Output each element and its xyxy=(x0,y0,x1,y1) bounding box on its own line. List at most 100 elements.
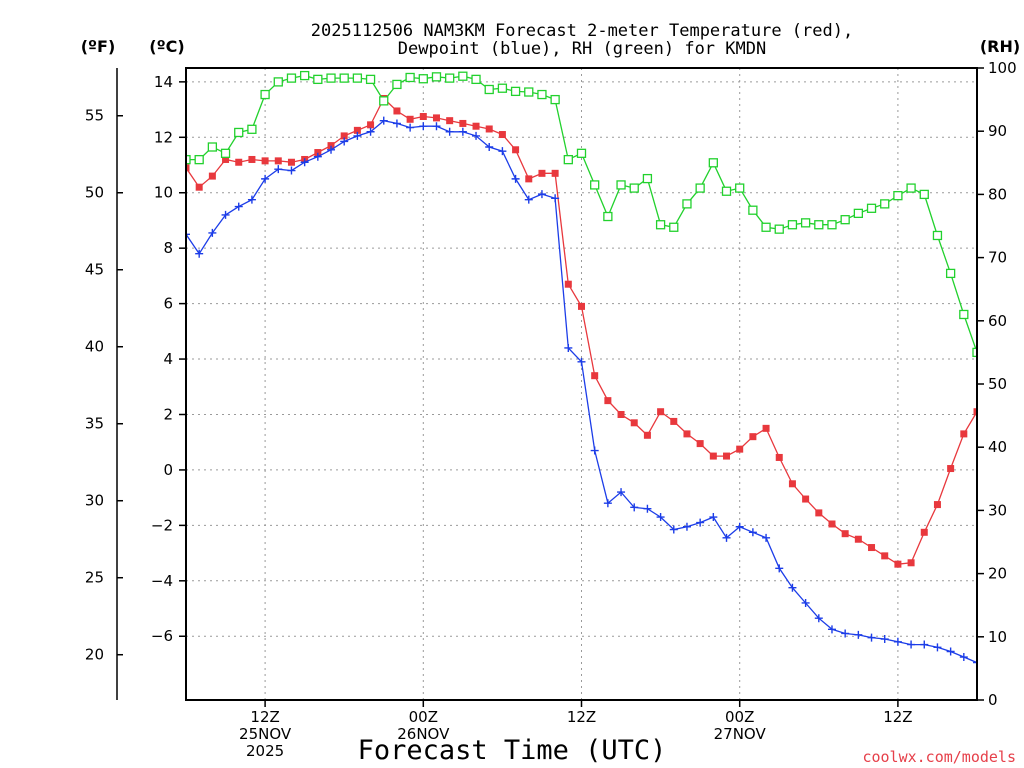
temperature-point xyxy=(815,509,823,517)
rh-unit-label: (RH) xyxy=(980,37,1020,56)
celsius-unit-label: (ºC) xyxy=(149,37,184,56)
rh-point xyxy=(484,84,494,95)
rh-point xyxy=(721,186,732,196)
temperature-point xyxy=(186,164,190,172)
temperature-point xyxy=(314,149,322,157)
dewpoint-point xyxy=(656,513,665,522)
fahrenheit-tick-label: 20 xyxy=(85,646,104,664)
rh-point xyxy=(286,73,297,83)
dewpoint-point xyxy=(261,174,270,183)
rh-tick-label: 90 xyxy=(988,122,1007,140)
rh-tick-label: 80 xyxy=(988,185,1007,203)
rh-point xyxy=(735,183,745,193)
rh-point xyxy=(616,180,626,190)
dewpoint-point xyxy=(603,499,612,508)
dewpoint-point xyxy=(867,633,876,642)
rh-point xyxy=(945,268,956,279)
rh-point xyxy=(207,142,218,152)
dewpoint-point xyxy=(748,528,757,537)
rh-point xyxy=(563,154,573,165)
dewpoint-point xyxy=(814,614,823,623)
rh-point xyxy=(326,73,336,83)
rh-point xyxy=(629,183,639,193)
rh-tick-label: 40 xyxy=(988,438,1007,456)
dewpoint-point xyxy=(353,131,362,140)
rh-point xyxy=(471,74,481,85)
rh-tick-label: 30 xyxy=(988,501,1007,519)
rh-point xyxy=(682,199,692,209)
rh-point xyxy=(313,74,323,85)
temperature-point xyxy=(432,114,440,122)
rh-point xyxy=(761,222,771,232)
celsius-tick-label: 2 xyxy=(163,405,173,423)
dewpoint-point xyxy=(854,630,863,639)
rh-point xyxy=(392,79,402,90)
temperature-point xyxy=(498,131,506,139)
temperature-point xyxy=(261,157,269,165)
time-tick-label: 00Z xyxy=(409,708,438,726)
dewpoint-point xyxy=(841,629,850,638)
dewpoint-point xyxy=(630,503,639,512)
dewpoint-point xyxy=(907,640,916,649)
rh-point xyxy=(510,86,521,97)
temperature-point xyxy=(762,424,770,432)
rh-point xyxy=(339,73,349,83)
rh-point xyxy=(186,154,191,165)
temperature-point xyxy=(538,169,546,177)
rh-point xyxy=(299,70,310,81)
time-tick-label: 12Z xyxy=(883,708,912,726)
fahrenheit-tick-label: 40 xyxy=(85,338,104,356)
rh-point xyxy=(220,148,231,158)
temperature-point xyxy=(683,430,691,438)
dewpoint-point xyxy=(801,598,810,607)
temperature-point xyxy=(287,158,295,166)
temperature-point xyxy=(274,157,282,165)
temperature-point xyxy=(195,183,203,191)
rh-point xyxy=(234,127,244,138)
dewpoint-point xyxy=(722,533,731,542)
dewpoint-point xyxy=(682,522,691,531)
time-tick-label: 12Z xyxy=(567,708,596,726)
fahrenheit-tick-label: 50 xyxy=(85,184,104,202)
temperature-point xyxy=(960,430,968,438)
dewpoint-point xyxy=(564,343,573,352)
temperature-point xyxy=(894,560,902,568)
dewpoint-point xyxy=(432,122,441,131)
rh-point xyxy=(365,74,376,85)
rh-point xyxy=(194,154,204,165)
rh-point xyxy=(787,220,798,230)
rh-tick-label: 10 xyxy=(988,628,1007,646)
rh-tick-label: 20 xyxy=(988,565,1007,583)
dewpoint-point xyxy=(498,147,507,156)
rh-series xyxy=(186,70,977,358)
rh-point xyxy=(445,73,455,83)
credit-label: coolwx.com/models xyxy=(862,748,1016,766)
dewpoint-point xyxy=(643,504,652,513)
rh-point xyxy=(352,73,363,83)
celsius-axis: 14 12 10 8 6 4 2 0 −2 −4 −6 xyxy=(151,73,186,645)
temperature-point xyxy=(222,155,230,163)
temperature-point xyxy=(340,132,348,140)
fahrenheit-axis: 55 50 45 40 35 30 25 20 xyxy=(85,107,123,664)
time-tick-label: 12Z xyxy=(250,708,279,726)
dewpoint-point xyxy=(735,522,744,531)
dewpoint-point xyxy=(287,166,296,175)
temperature-point xyxy=(578,302,585,310)
dewpoint-point xyxy=(933,643,942,652)
dewpoint-point xyxy=(696,518,705,527)
dewpoint-point xyxy=(709,513,718,522)
rh-point xyxy=(827,220,837,230)
rh-point xyxy=(247,124,257,134)
temperature-point xyxy=(327,142,335,150)
temperature-point xyxy=(696,440,704,448)
celsius-tick-label: 6 xyxy=(163,295,173,313)
rh-point xyxy=(932,230,943,241)
temperature-point xyxy=(723,452,731,460)
temperature-point xyxy=(419,113,427,121)
temperature-point xyxy=(208,172,216,180)
dewpoint-point xyxy=(524,195,533,204)
temperature-point xyxy=(657,408,665,416)
dewpoint-point xyxy=(537,190,546,199)
